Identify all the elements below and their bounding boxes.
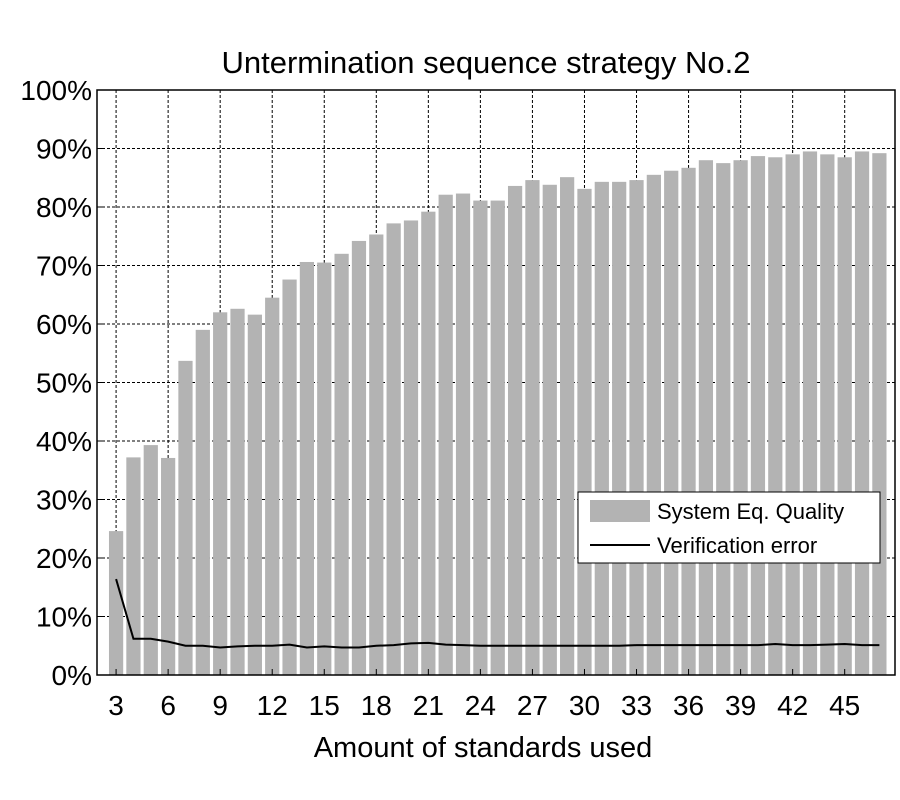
- legend-label-error: Verification error: [657, 533, 817, 558]
- y-tick-label: 30%: [36, 485, 92, 516]
- x-tick-label: 45: [829, 690, 860, 721]
- y-tick-label: 20%: [36, 543, 92, 574]
- bar: [299, 261, 315, 675]
- legend: System Eq. Quality Verification error: [577, 491, 881, 564]
- y-tick-label: 0%: [52, 660, 92, 691]
- bar: [629, 180, 644, 675]
- bar: [473, 200, 488, 675]
- bar: [438, 194, 453, 675]
- bar: [178, 360, 193, 675]
- x-tick-label: 21: [413, 690, 444, 721]
- bar: [785, 154, 800, 676]
- x-tick-label: 24: [465, 690, 496, 721]
- bar: [108, 531, 124, 675]
- x-tick-label: 39: [725, 690, 756, 721]
- y-tick-label: 100%: [20, 75, 92, 106]
- x-tick-label: 33: [621, 690, 652, 721]
- bar: [455, 193, 471, 676]
- y-tick-label: 90%: [36, 134, 92, 165]
- bar: [195, 329, 210, 675]
- bar: [733, 160, 748, 675]
- bar: [213, 312, 228, 675]
- y-tick-label: 80%: [36, 192, 92, 223]
- x-tick-label: 42: [777, 690, 808, 721]
- legend-label-quality: System Eq. Quality: [657, 499, 844, 524]
- bar: [716, 163, 731, 675]
- x-tick-label: 15: [309, 690, 340, 721]
- bar: [161, 457, 176, 675]
- bar: [612, 181, 627, 675]
- bar: [334, 253, 349, 676]
- bar: [594, 181, 609, 675]
- x-tick-label: 27: [517, 690, 548, 721]
- bar: [768, 157, 783, 675]
- y-tick-label: 50%: [36, 368, 92, 399]
- x-axis-label: Amount of standards used: [314, 732, 653, 764]
- bars: [108, 151, 887, 676]
- x-tick-label: 3: [108, 690, 124, 721]
- x-tick-label: 9: [212, 690, 228, 721]
- bar: [854, 151, 870, 676]
- bar: [421, 211, 436, 675]
- x-tick-label: 12: [257, 690, 288, 721]
- y-axis: 0% 10% 20% 30% 40% 50% 60% 70% 80% 90% 100%: [20, 75, 103, 691]
- bar: [386, 223, 401, 675]
- x-tick-label: 6: [160, 690, 176, 721]
- line-series: [115, 578, 880, 649]
- bar: [143, 445, 158, 675]
- bar: [681, 167, 696, 675]
- legend-swatch-bar: [590, 500, 650, 522]
- bar: [577, 188, 592, 676]
- bar: [351, 240, 367, 675]
- bar: [369, 234, 384, 675]
- bar: [872, 153, 887, 675]
- bar: [560, 177, 575, 676]
- bar: [490, 200, 505, 675]
- bar: [525, 180, 540, 675]
- y-tick-label: 70%: [36, 251, 92, 282]
- x-tick-label: 30: [569, 690, 600, 721]
- bar: [126, 457, 141, 675]
- y-tick-label: 60%: [36, 309, 92, 340]
- x-tick-label: 18: [361, 690, 392, 721]
- bar: [837, 157, 852, 675]
- chart-title: Untermination sequence strategy No.2: [221, 45, 750, 80]
- verification-error-line: [115, 578, 880, 649]
- bar: [802, 151, 818, 676]
- bar: [507, 185, 523, 675]
- bar: [230, 308, 245, 675]
- y-tick-label: 10%: [36, 602, 92, 633]
- bar: [646, 174, 661, 675]
- bar: [542, 184, 557, 675]
- bar: [282, 279, 297, 675]
- bar: [247, 314, 262, 675]
- y-tick-label: 40%: [36, 426, 92, 457]
- bar: [317, 262, 332, 675]
- bar: [664, 170, 679, 676]
- bar: [403, 220, 419, 675]
- bar: [265, 297, 280, 675]
- bar: [750, 156, 766, 676]
- bar: [698, 160, 714, 675]
- x-tick-label: 36: [673, 690, 704, 721]
- bar: [820, 154, 835, 676]
- x-axis: 3 6 9 12 15 18 21 24 27 30 33 36 39 42 45: [108, 669, 860, 721]
